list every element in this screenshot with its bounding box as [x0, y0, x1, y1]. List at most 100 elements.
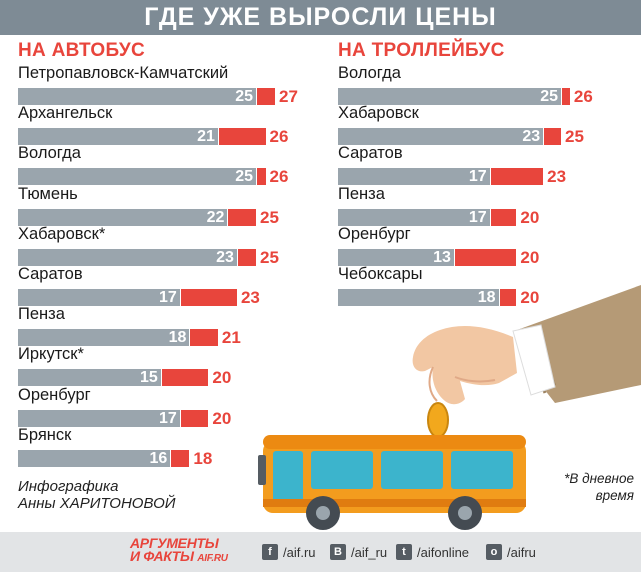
bar-old-price [18, 168, 256, 186]
value-old-price: 23 [216, 248, 234, 266]
value-new-price: 26 [269, 167, 289, 187]
city-label: Саратов [338, 144, 403, 163]
value-old-price: 25 [235, 168, 253, 186]
city-label: Вологда [338, 64, 401, 82]
city-label: Чебоксары [338, 265, 423, 283]
city-label: Саратов [18, 265, 83, 283]
bar-new-price [161, 369, 209, 387]
bar-old-price [18, 248, 237, 266]
bar-new-price [180, 409, 209, 427]
bar-old-price [338, 88, 561, 105]
bar-old-price [338, 289, 499, 306]
city-label: Пенза [338, 184, 385, 203]
title-banner: ГДЕ УЖЕ ВЫРОСЛИ ЦЕНЫ [0, 0, 641, 35]
value-new-price: 25 [565, 127, 584, 147]
footnote: *В дневное время [548, 470, 634, 504]
value-new-price: 23 [240, 288, 260, 307]
value-new-price: 20 [212, 368, 232, 388]
bar-old-price [338, 168, 490, 186]
credit-line2: Анны ХАРИТОНОВОЙ [18, 495, 176, 512]
bar-old-price [18, 88, 256, 105]
page-title: ГДЕ УЖЕ ВЫРОСЛИ ЦЕНЫ [144, 3, 497, 31]
value-old-price: 17 [468, 208, 487, 226]
value-new-price: 26 [269, 127, 289, 147]
bar-new-price [257, 168, 266, 186]
social-link[interactable]: f/aif.ru [262, 543, 316, 561]
bar-new-price [257, 88, 276, 105]
value-old-price: 22 [206, 208, 225, 226]
logo-site: AIF.RU [197, 553, 228, 564]
footnote-line2: время [595, 488, 634, 503]
bar-old-price [18, 329, 190, 347]
value-new-price: 18 [193, 448, 213, 468]
section-title: НА ТРОЛЛЕЙБУС [338, 40, 505, 61]
hand [412, 325, 517, 405]
credit: Инфографика Анны ХАРИТОНОВОЙ [18, 478, 176, 512]
facebook-icon: f [262, 544, 278, 560]
value-old-price: 25 [235, 88, 253, 105]
city-label: Брянск [18, 425, 72, 444]
bar-new-price [228, 208, 256, 226]
value-old-price: 17 [159, 289, 177, 306]
value-new-price: 20 [520, 247, 540, 267]
value-new-price: 20 [212, 408, 232, 428]
bar-old-price [18, 449, 171, 467]
bar-new-price [237, 248, 256, 266]
value-new-price: 25 [260, 207, 279, 227]
value-new-price: 20 [520, 207, 540, 227]
bar-new-price [180, 289, 237, 306]
bar-new-price [499, 289, 517, 306]
value-old-price: 25 [540, 88, 558, 105]
footer [0, 532, 641, 572]
bar-old-price [18, 128, 218, 146]
value-new-price: 23 [547, 167, 567, 187]
value-old-price: 18 [477, 289, 496, 306]
value-new-price: 27 [279, 87, 298, 106]
bar-old-price [18, 369, 161, 387]
illustration [258, 285, 641, 530]
twitter-icon: t [396, 544, 412, 560]
value-old-price: 16 [149, 449, 168, 467]
value-old-price: 17 [468, 168, 487, 186]
bar-old-price [18, 208, 228, 226]
value-old-price: 18 [168, 329, 187, 347]
bar-new-price [490, 168, 544, 186]
bar-new-price [171, 449, 190, 467]
city-label: Оренбург [338, 224, 411, 243]
bar-new-price [218, 128, 266, 146]
aif-logo[interactable]: АРГУМЕНТЫ И ФАКТЫ AIF.RU [130, 535, 228, 565]
social-label: /aifru [507, 544, 536, 560]
bar-old-price [338, 128, 544, 146]
value-new-price: 21 [221, 328, 241, 348]
city-label: Хабаровск* [18, 224, 106, 243]
bar-old-price [18, 409, 180, 427]
logo-line1: АРГУМЕНТЫ [130, 535, 219, 551]
city-label: Пенза [18, 305, 65, 324]
value-old-price: 15 [140, 369, 158, 387]
cuff [512, 324, 556, 396]
social-label: /aif.ru [283, 544, 316, 560]
bar-new-price [544, 128, 561, 146]
social-link[interactable]: о/aifru [486, 543, 536, 561]
footnote-line1: *В дневное [564, 471, 634, 486]
bar-old-price [338, 248, 454, 266]
value-old-price: 13 [433, 248, 451, 266]
value-old-price: 21 [197, 128, 215, 146]
city-label: Хабаровск [338, 104, 419, 123]
coin-icon [427, 402, 449, 438]
bus-icon [258, 435, 526, 530]
odnoklassniki-icon: о [486, 544, 502, 560]
city-label: Петропавловск-Камчатский [18, 64, 229, 82]
social-link[interactable]: В/aif_ru [330, 543, 387, 561]
bar-new-price [490, 208, 517, 226]
bar-new-price [190, 329, 218, 347]
social-link[interactable]: t/aifonline [396, 543, 469, 561]
social-label: /aif_ru [351, 544, 388, 560]
value-new-price: 20 [520, 288, 540, 307]
city-label: Иркутск* [18, 345, 84, 364]
vk-icon: В [330, 544, 346, 560]
section-title: НА АВТОБУС [18, 40, 146, 61]
city-label: Архангельск [18, 104, 113, 123]
value-new-price: 25 [260, 247, 279, 267]
city-label: Тюмень [18, 184, 78, 203]
